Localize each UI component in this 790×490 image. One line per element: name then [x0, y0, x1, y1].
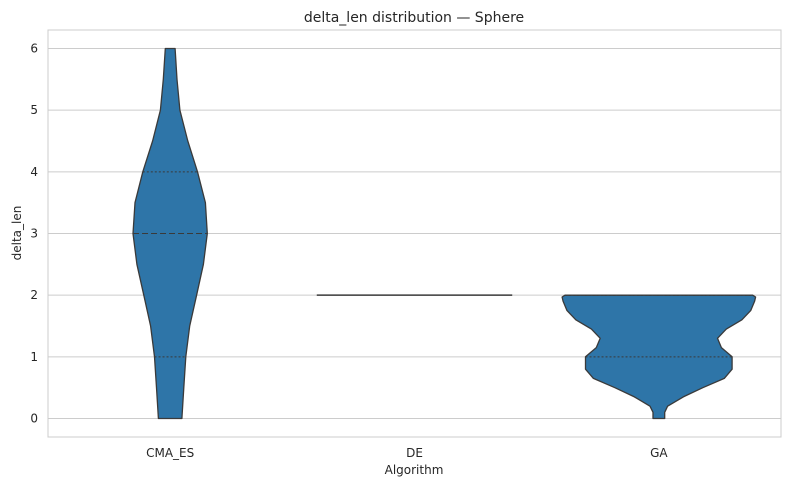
x-tick-label: CMA_ES	[146, 446, 194, 460]
y-tick-label: 2	[30, 288, 38, 302]
violins	[132, 47, 757, 420]
y-tick-label: 6	[30, 42, 38, 56]
y-tick-label: 0	[30, 412, 38, 426]
y-tick-label: 1	[30, 350, 38, 364]
x-tick-labels: CMA_ES DE GA	[146, 446, 668, 460]
x-tick-label: DE	[406, 446, 423, 460]
y-tick-label: 5	[30, 103, 38, 117]
y-tick-label: 3	[30, 227, 38, 241]
y-tick-label: 4	[30, 165, 38, 179]
x-tick-label: GA	[650, 446, 668, 460]
y-tick-labels: 0 1 2 3 4 5 6	[30, 42, 38, 426]
chart-title: delta_len distribution — Sphere	[304, 10, 524, 26]
y-axis-label: delta_len	[10, 206, 24, 261]
x-axis-label: Algorithm	[385, 463, 444, 477]
